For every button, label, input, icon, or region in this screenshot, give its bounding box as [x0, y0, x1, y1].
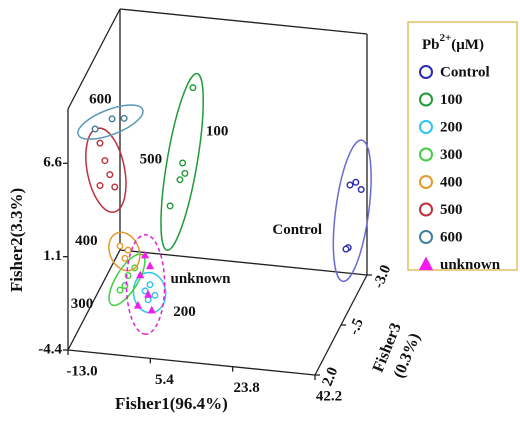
legend-label: Control [440, 64, 490, 80]
point [346, 181, 354, 189]
legend-marker [419, 65, 433, 79]
point [96, 139, 104, 147]
point [108, 115, 116, 123]
legend-label: 200 [440, 119, 463, 135]
legend-title: Pb2+(μM) [422, 32, 484, 54]
legend-label: 500 [440, 202, 463, 218]
point [144, 290, 153, 298]
z-tick-label: 2.0 [320, 365, 342, 388]
legend-title-sup: 2+ [440, 32, 452, 44]
group-label: 300 [71, 296, 94, 312]
axis-box-edge [119, 8, 368, 35]
legend-label: 100 [440, 92, 463, 108]
axis-box-edge [67, 349, 316, 376]
axis-box-edge [67, 8, 121, 110]
point [357, 186, 365, 194]
y-tick-label: -4.4 [38, 341, 62, 357]
y-axis-label: Fisher2(3.3%) [7, 188, 26, 292]
x-tick-label: -13.0 [66, 363, 97, 379]
point [352, 178, 360, 186]
point [120, 114, 128, 122]
group-label: 500 [140, 152, 163, 168]
legend-title-base: Pb [422, 37, 440, 53]
point [189, 84, 197, 92]
cluster-ellipse [108, 253, 146, 307]
legend-label: unknown [440, 257, 501, 273]
legend-marker [419, 92, 433, 107]
point [176, 176, 184, 184]
x-tick-label: 23.8 [234, 380, 260, 396]
z-tick-label: -.5 [346, 316, 367, 337]
legend-marker [419, 147, 433, 162]
point [91, 125, 99, 133]
point [116, 242, 124, 250]
legend-marker [419, 175, 433, 189]
cluster-ellipse [332, 139, 372, 283]
point [101, 157, 109, 165]
group-label: 200 [173, 304, 196, 320]
group-label: unknown [170, 271, 231, 287]
group-label: 600 [89, 92, 112, 108]
point [342, 245, 350, 253]
point [133, 300, 142, 309]
legend-label: 300 [440, 147, 463, 163]
point [181, 169, 189, 177]
legend-title-unit: (μM) [451, 37, 484, 53]
legend-label: 400 [440, 174, 463, 190]
point [151, 291, 159, 299]
point [124, 246, 132, 254]
point [111, 183, 119, 191]
legend-marker [419, 230, 433, 244]
y-tick-label: 1.1 [43, 248, 62, 264]
y-tick-label: 6.6 [43, 155, 62, 171]
legend-marker [419, 120, 433, 134]
point [147, 305, 156, 314]
point [145, 261, 155, 270]
point [121, 254, 129, 262]
legend-label: 600 [440, 229, 463, 245]
point [141, 250, 150, 259]
group-label: Control [272, 222, 322, 238]
point [116, 286, 124, 294]
x-tick-label: 5.4 [155, 372, 174, 388]
point [136, 270, 145, 279]
legend-box [407, 21, 518, 271]
group-label: 100 [206, 123, 229, 139]
cluster-ellipse [125, 233, 166, 335]
z-tick-label: -3.0 [371, 263, 395, 291]
cluster-ellipse [160, 72, 204, 252]
cluster-ellipse [108, 231, 141, 272]
legend-marker [419, 202, 433, 217]
group-label: 400 [75, 233, 98, 249]
axis-box-edge [119, 249, 368, 276]
point [96, 182, 104, 190]
axis-box-edge [67, 249, 121, 351]
cluster-ellipse [77, 104, 144, 140]
legend-marker [418, 256, 434, 271]
x-tick-label: 42.2 [316, 388, 342, 404]
point [179, 159, 187, 167]
point [106, 171, 114, 179]
point [166, 202, 174, 210]
x-axis-label: Fisher1(96.4%) [115, 394, 228, 413]
point [146, 281, 154, 289]
